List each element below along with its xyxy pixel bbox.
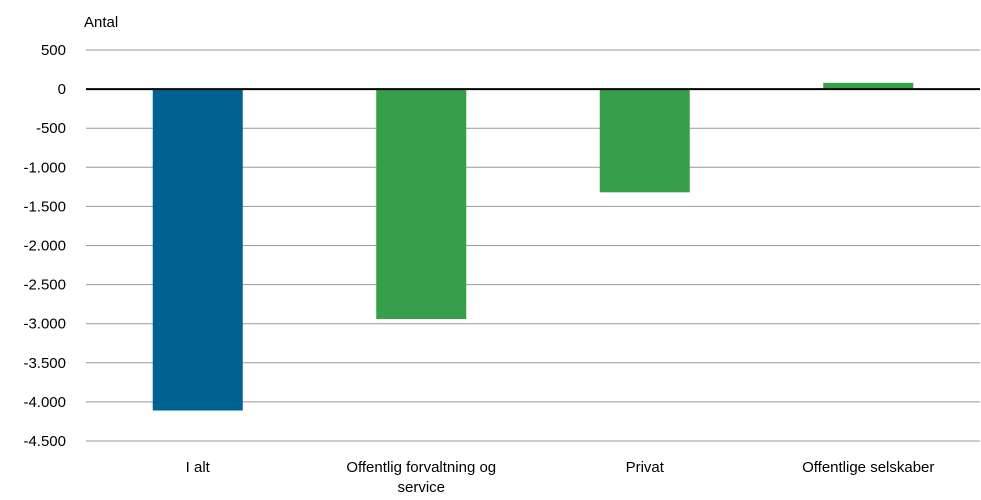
category-label: Offentlige selskaber <box>802 459 934 476</box>
category-label-line: Offentlig forvaltning og <box>346 459 496 476</box>
y-tick-labels: 500 0 -500 -1.000 -1.500 -2.000 -2.500 -3.000 -3… <box>23 42 66 450</box>
y-tick-label: -3.500 <box>23 355 66 372</box>
y-tick-label: 0 <box>58 81 66 98</box>
category-labels: I alt Offentlig forvaltning og service Priv… <box>186 459 935 496</box>
category-label: I alt <box>186 459 211 476</box>
y-tick-label: -2.500 <box>23 277 66 294</box>
y-tick-label: -2.000 <box>23 238 66 255</box>
y-axis-title: Antal <box>84 14 118 31</box>
y-tick-label: -3.000 <box>23 316 66 333</box>
category-label-line: Privat <box>626 459 665 476</box>
y-tick-label: -500 <box>36 120 66 137</box>
y-tick-label: 500 <box>41 42 66 59</box>
bar <box>599 89 690 193</box>
y-tick-label: -1.000 <box>23 159 66 176</box>
category-label-line: I alt <box>186 459 211 476</box>
y-tick-label: -4.500 <box>23 433 66 450</box>
category-label-line: service <box>397 479 445 496</box>
bar <box>152 89 243 411</box>
y-tick-label: -1.500 <box>23 198 66 215</box>
category-label: Privat <box>626 459 665 476</box>
bar <box>823 82 914 90</box>
bar <box>376 89 467 320</box>
category-label: Offentlig forvaltning og service <box>346 459 496 496</box>
y-tick-label: -4.000 <box>23 394 66 411</box>
bars <box>152 82 914 411</box>
category-label-line: Offentlige selskaber <box>802 459 934 476</box>
